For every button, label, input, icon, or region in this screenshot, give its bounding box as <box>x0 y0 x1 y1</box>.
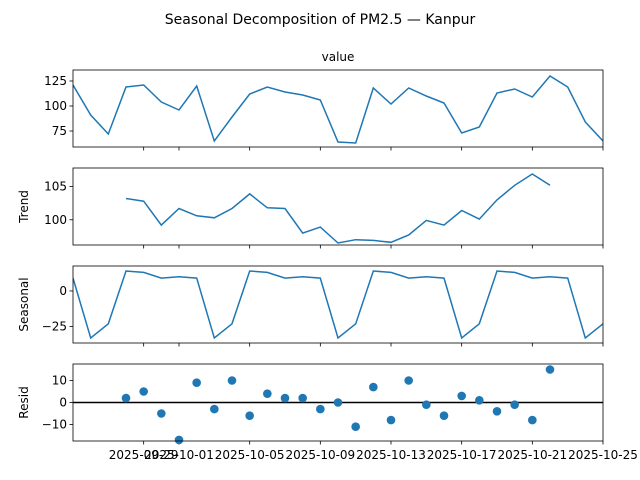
y-tick-label: 0 <box>59 396 67 410</box>
resid-point <box>316 404 325 414</box>
resid-point <box>528 415 537 425</box>
y-tick-label: −25 <box>42 320 67 334</box>
panel-2: Trend 100 105 <box>17 167 604 249</box>
x-tick-label: 2025-09-29 <box>109 448 179 462</box>
series-line <box>73 270 603 340</box>
panel-title: value <box>322 50 355 64</box>
resid-point <box>439 411 449 421</box>
panel-3: Seasonal −25 0 <box>17 265 604 347</box>
axes-frame <box>72 363 604 442</box>
y-tick-label: 100 <box>44 213 67 227</box>
x-tick-label: 2025-10-25 <box>568 448 638 462</box>
panel-1: value 75 100 125 <box>44 50 604 151</box>
resid-point <box>510 400 519 410</box>
resid-point <box>492 407 502 416</box>
resid-point <box>157 409 166 418</box>
y-axis-label: Resid <box>17 386 31 418</box>
resid-point <box>404 376 413 385</box>
x-tick-label: 2025-10-17 <box>427 448 497 462</box>
y-tick-label: 75 <box>52 124 67 138</box>
axes-frame <box>72 167 604 246</box>
resid-point <box>333 398 343 407</box>
y-tick-label: 10 <box>52 374 67 388</box>
resid-point <box>227 376 237 385</box>
resid-point <box>210 404 219 414</box>
resid-point <box>475 396 484 405</box>
resid-point <box>422 400 431 410</box>
resid-point <box>121 393 131 403</box>
resid-point <box>351 422 360 432</box>
series-line <box>125 173 551 244</box>
resid-point <box>174 435 184 445</box>
resid-point <box>192 378 201 388</box>
resid-point <box>139 387 148 396</box>
figure-title: Seasonal Decomposition of PM2.5 — Kanpur <box>165 12 476 28</box>
axes-frame <box>72 69 604 148</box>
y-axis-label: Trend <box>17 190 31 224</box>
x-tick-label: 2025-10-13 <box>356 448 426 462</box>
x-tick-label: 2025-10-09 <box>285 448 355 462</box>
x-tick-label: 2025-10-05 <box>215 448 285 462</box>
resid-point <box>245 411 254 421</box>
series-line <box>73 75 603 144</box>
y-tick-label: −10 <box>42 418 67 432</box>
y-tick-label: 100 <box>44 99 67 113</box>
resid-point <box>280 393 290 403</box>
x-tick-label: 2025-10-01 <box>144 448 214 462</box>
y-tick-label: 0 <box>59 284 67 298</box>
resid-point <box>263 389 272 399</box>
resid-point <box>545 365 555 374</box>
y-axis-label: Seasonal <box>17 277 31 331</box>
y-tick-label: 125 <box>44 74 67 88</box>
resid-point <box>369 382 378 392</box>
axes-frame <box>72 265 604 344</box>
resid-point <box>386 415 396 425</box>
x-tick-label: 2025-10-21 <box>497 448 567 462</box>
y-tick-label: 105 <box>44 180 67 194</box>
resid-point <box>298 393 307 403</box>
resid-point <box>457 391 466 401</box>
